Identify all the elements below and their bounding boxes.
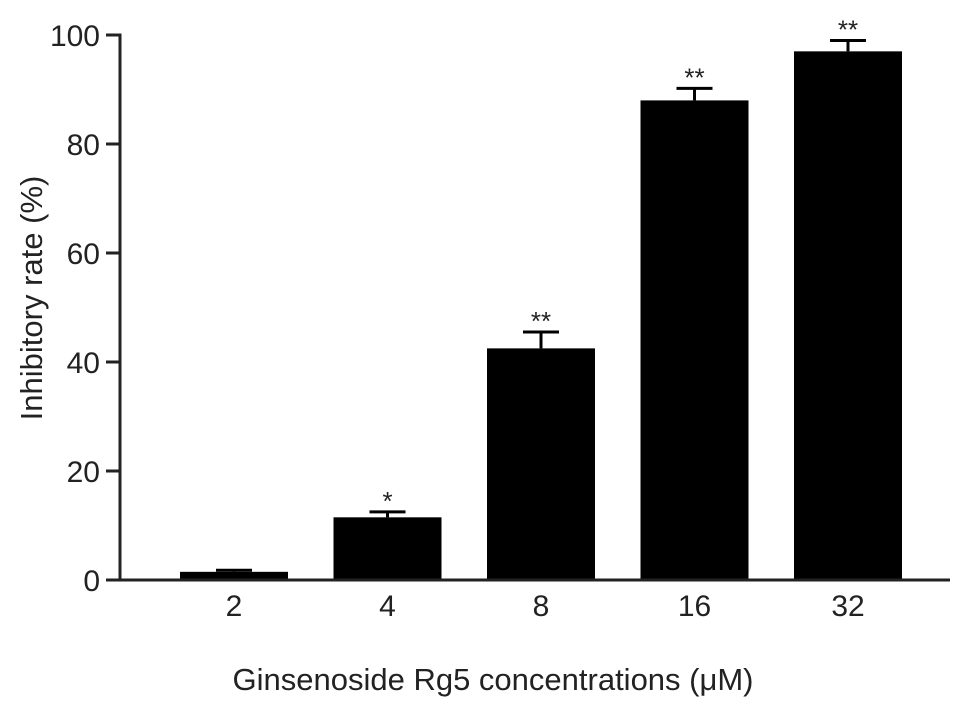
y-tick-label-40: 40: [67, 347, 100, 380]
bar-32: [794, 51, 902, 581]
y-tick-label-60: 60: [67, 238, 100, 271]
bar-16: [640, 100, 749, 581]
y-tick-label-100: 100: [50, 20, 100, 53]
x-tick-label-8: 8: [533, 590, 550, 623]
significance-label-32: **: [838, 14, 858, 44]
significance-label-16: **: [684, 62, 704, 92]
x-tick-label-32: 32: [831, 590, 864, 623]
x-axis-title: Ginsenoside Rg5 concentrations (μM): [233, 662, 754, 697]
x-tick-label-4: 4: [379, 590, 396, 623]
y-tick-label-80: 80: [67, 129, 100, 162]
bar-8: [487, 348, 595, 580]
significance-label-4: *: [382, 486, 392, 516]
y-tick-label-0: 0: [83, 565, 100, 598]
x-tick-label-2: 2: [226, 590, 243, 623]
y-tick-label-20: 20: [67, 456, 100, 489]
bar-2: [180, 571, 288, 580]
significance-label-8: **: [531, 306, 551, 336]
bar-4: [333, 517, 442, 580]
x-tick-label-16: 16: [678, 590, 711, 623]
y-axis-title: Inhibitory rate (%): [14, 176, 49, 421]
plot-area: 2 * 4 ** 8 ** 16 ** 32 0 20 40 60 80 100: [50, 14, 950, 623]
